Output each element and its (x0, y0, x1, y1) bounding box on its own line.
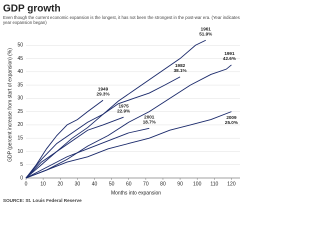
y-tick-label: 30 (17, 96, 23, 102)
y-tick-label: 35 (17, 82, 23, 88)
series-line (25, 116, 124, 179)
data-label: 22.9% (117, 108, 130, 113)
x-axis-title: Months into expansion (111, 190, 161, 196)
x-tick-label: 100 (193, 181, 202, 187)
series-label: 1975 (118, 103, 129, 108)
data-label: 29.3% (97, 91, 110, 96)
data-label: 38.1% (174, 68, 187, 73)
data-label: 42.6% (223, 56, 236, 61)
source: SOURCE: St. Louis Federal Reserve (3, 198, 82, 203)
y-tick-label: 50 (17, 43, 23, 49)
x-tick-label: 90 (177, 181, 183, 187)
y-tick-label: 20 (17, 122, 23, 128)
x-tick-label: 30 (75, 181, 81, 187)
data-label: 51.9% (199, 31, 212, 36)
series-line (25, 111, 232, 179)
series-label: 2001 (144, 115, 155, 120)
series-line (25, 99, 104, 179)
series-line (25, 39, 206, 179)
chart-subtitle: Even though the current economic expansi… (3, 15, 240, 25)
y-tick-label: 25 (17, 109, 23, 115)
subtitle-box: Even though the current economic expansi… (3, 15, 240, 25)
chart: GDP growth Even though the current econo… (3, 4, 240, 203)
series-label: 2009 (226, 115, 237, 120)
x-tick-label: 0 (25, 181, 28, 187)
series-label: 1961 (201, 26, 212, 31)
x-tick-label: 20 (57, 181, 63, 187)
series-label: 1949 (98, 86, 109, 91)
data-label: 18.7% (143, 120, 156, 125)
series-label: 1991 (224, 51, 235, 56)
x-tick-label: 80 (160, 181, 166, 187)
x-tick-label: 120 (227, 181, 236, 187)
x-tick-label: 110 (210, 181, 218, 187)
y-tick-label: 0 (20, 175, 23, 181)
x-tick-label: 10 (40, 181, 46, 187)
data-label: 25.0% (225, 120, 238, 125)
y-tick-label: 15 (17, 136, 23, 142)
x-tick-label: 70 (143, 181, 149, 187)
series-line (25, 76, 181, 179)
y-tick-label: 45 (17, 56, 23, 62)
x-tick-label: 60 (126, 181, 132, 187)
y-tick-label: 10 (17, 149, 23, 155)
y-tick-label: 40 (17, 69, 23, 75)
chart-title: GDP growth (3, 4, 61, 15)
series-line (25, 127, 150, 179)
series-label: 1982 (175, 63, 186, 68)
y-tick-label: 5 (20, 162, 23, 168)
x-tick-label: 40 (92, 181, 98, 187)
x-tick-label: 50 (109, 181, 115, 187)
y-axis-title: GDP (percent increase from start of expa… (7, 48, 13, 162)
series-line (25, 64, 232, 179)
